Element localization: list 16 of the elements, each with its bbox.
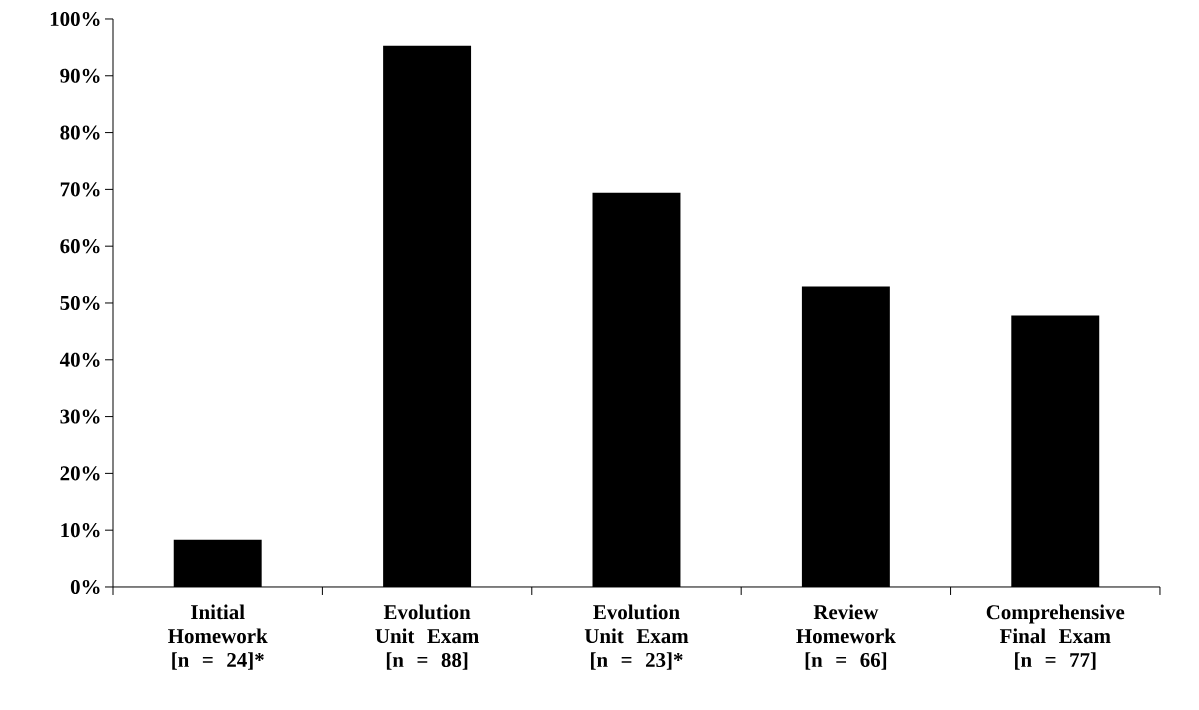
y-tick-label: 40% <box>59 352 100 367</box>
y-tick-label: 0% <box>70 579 100 595</box>
x-tick-label: Review Homework [n = 66] <box>796 604 896 670</box>
y-tick-label: 30% <box>60 409 100 424</box>
y-tick-label: 100% <box>50 11 100 27</box>
y-tick-label: 70% <box>60 182 100 197</box>
y-tick-label: 50% <box>60 295 100 311</box>
y-tick-label: 10% <box>61 523 100 538</box>
x-tick-label: Comprehensive Final Exam [n = 77] <box>986 604 1125 670</box>
x-tick-label: Evolution Unit Exam [n = 23]* <box>584 604 689 670</box>
y-tick-label: 90% <box>60 68 100 83</box>
y-tick-label: 60% <box>60 239 100 254</box>
x-tick-label: Initial Homework [n = 24]* <box>168 604 268 670</box>
y-tick-label: 20% <box>60 466 100 481</box>
y-tick-label: 80% <box>60 125 100 140</box>
x-tick-label: Evolution Unit Exam [n = 88] <box>375 604 479 670</box>
